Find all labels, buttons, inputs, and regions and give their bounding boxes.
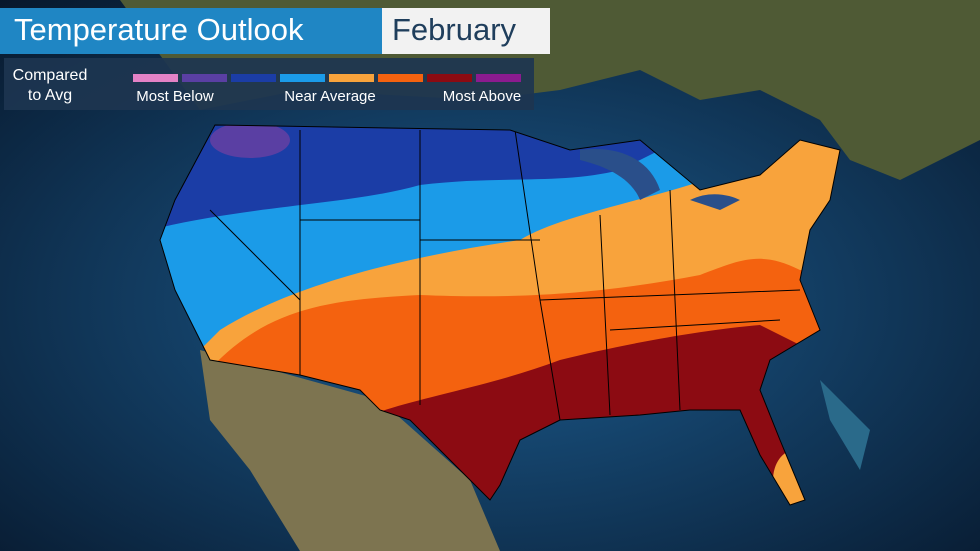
legend-caption: Compared [13, 67, 88, 84]
legend-swatch [378, 74, 423, 82]
legend-label: Near Average [284, 88, 375, 105]
title-box [0, 8, 382, 54]
us-outline [159, 124, 841, 506]
mexico [200, 350, 500, 551]
month: February [392, 12, 517, 47]
legend-box [4, 58, 534, 110]
legend-label: Most Below [136, 88, 214, 105]
legend-swatch [231, 74, 276, 82]
legend-swatch [133, 74, 178, 82]
great-lakes [580, 149, 740, 210]
month-box [382, 8, 550, 54]
legend-swatch [182, 74, 227, 82]
legend-label: Most Above [443, 88, 521, 105]
region [210, 125, 290, 158]
legend-caption: to Avg [28, 87, 72, 104]
title: Temperature Outlook [14, 12, 304, 47]
legend-swatch [476, 74, 521, 82]
state-borders [209, 129, 801, 421]
shelf [820, 380, 870, 470]
legend-swatches [133, 74, 521, 82]
legend-swatch [427, 74, 472, 82]
legend-swatch [329, 74, 374, 82]
legend-swatch [280, 74, 325, 82]
